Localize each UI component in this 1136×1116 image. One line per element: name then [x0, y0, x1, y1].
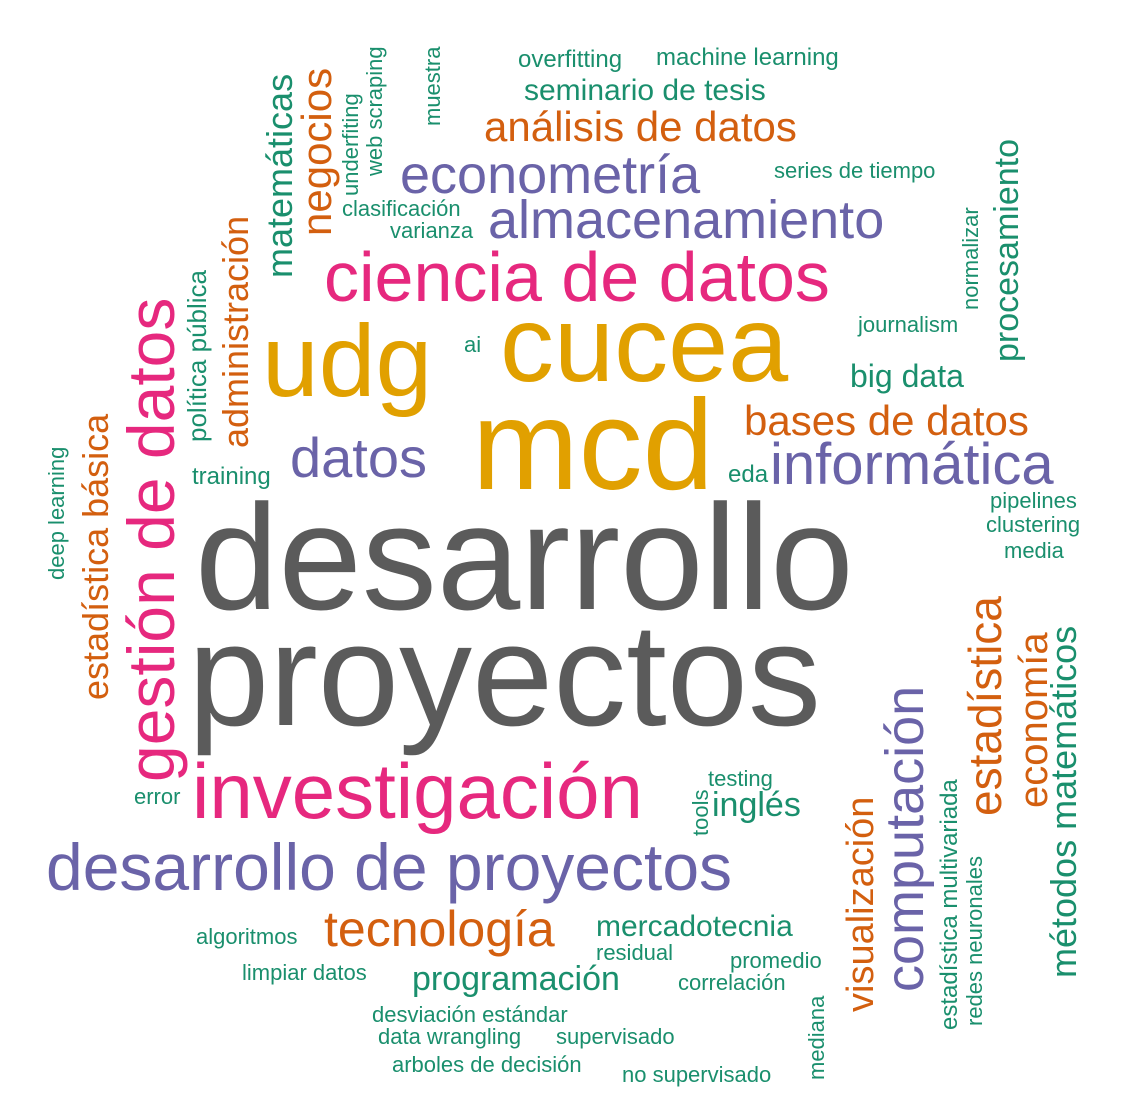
- word-negocios: negocios: [293, 67, 340, 236]
- word-bases-de-datos: bases de datos: [744, 397, 1029, 444]
- word-promedio: promedio: [730, 948, 822, 973]
- word-investigacion: investigación: [192, 747, 643, 835]
- word-econometria: econometría: [400, 145, 701, 205]
- word-deep-learning: deep learning: [44, 446, 69, 580]
- word-machine-learning: machine learning: [656, 44, 839, 71]
- word-ai: ai: [464, 332, 482, 357]
- word-arboles-de-decision: arboles de decisión: [392, 1052, 582, 1077]
- word-training: training: [192, 463, 271, 490]
- word-normalizar: normalizar: [958, 207, 983, 310]
- word-media: media: [1004, 538, 1064, 563]
- word-journalism: journalism: [858, 312, 959, 337]
- word-residual: residual: [596, 940, 674, 965]
- word-desviacion-estandar: desviación estándar: [372, 1002, 568, 1027]
- word-almacenamiento: almacenamiento: [488, 190, 885, 250]
- word-mediana: mediana: [804, 995, 829, 1080]
- word-estadistica-multivariada: estadística multivariada: [936, 779, 963, 1030]
- word-eda: eda: [728, 461, 769, 488]
- word-informatica: informática: [770, 432, 1054, 497]
- word-datos: datos: [290, 426, 427, 489]
- word-pipelines: pipelines: [990, 488, 1077, 513]
- word-estadistica: estadística: [959, 596, 1011, 816]
- word-ingles: inglés: [712, 786, 801, 824]
- word-udg: udg: [262, 304, 433, 418]
- word-desarrollo: desarrollo: [195, 473, 854, 641]
- word-correlacion: correlación: [678, 970, 786, 995]
- word-underfiting: underfiting: [338, 93, 363, 196]
- word-series-de-tiempo: series de tiempo: [774, 158, 936, 183]
- word-error: error: [134, 784, 181, 809]
- word-politica-publica: política pública: [182, 270, 212, 442]
- word-varianza: varianza: [390, 218, 474, 243]
- word-cucea: cucea: [500, 283, 789, 404]
- word-desarrollo-de-proyectos: desarrollo de proyectos: [46, 830, 733, 904]
- word-web-scraping: web scraping: [362, 46, 387, 176]
- word-ciencia-de-datos: ciencia de datos: [324, 238, 830, 316]
- word-overfitting: overfitting: [518, 46, 623, 73]
- word-supervisado: supervisado: [556, 1024, 675, 1049]
- word-seminario-de-tesis: seminario de tesis: [524, 74, 766, 107]
- word-programacion: programación: [412, 960, 620, 998]
- word-data-wrangling: data wrangling: [378, 1024, 522, 1049]
- word-tecnologia: tecnología: [324, 901, 555, 957]
- word-gestion-de-datos: gestión de datos: [114, 297, 188, 782]
- word-administracion: administración: [215, 215, 256, 448]
- word-proyectos: proyectos: [188, 593, 821, 756]
- word-tools: tools: [688, 789, 713, 836]
- word-analisis-de-datos: análisis de datos: [484, 103, 797, 150]
- word-clustering: clustering: [986, 512, 1081, 537]
- word-procesamiento: procesamiento: [988, 138, 1026, 362]
- word-no-supervisado: no supervisado: [622, 1062, 772, 1087]
- word-algoritmos: algoritmos: [196, 924, 298, 949]
- word-estadistica-basica: estadística básica: [75, 413, 116, 700]
- word-big-data: big data: [850, 358, 964, 394]
- word-metodos-matematicos: métodos matemáticos: [1043, 625, 1084, 978]
- word-muestra: muestra: [420, 46, 445, 126]
- word-clasificacion: clasificación: [342, 196, 461, 221]
- word-redes-neuronales: redes neuronales: [962, 855, 987, 1026]
- word-computacion: computación: [875, 685, 935, 992]
- word-testing: testing: [708, 766, 773, 791]
- word-limpiar-datos: limpiar datos: [242, 960, 367, 985]
- word-mcd: mcd: [472, 374, 714, 517]
- word-visualizacion: visualización: [840, 796, 882, 1012]
- word-mercadotecnia: mercadotecnia: [596, 910, 793, 943]
